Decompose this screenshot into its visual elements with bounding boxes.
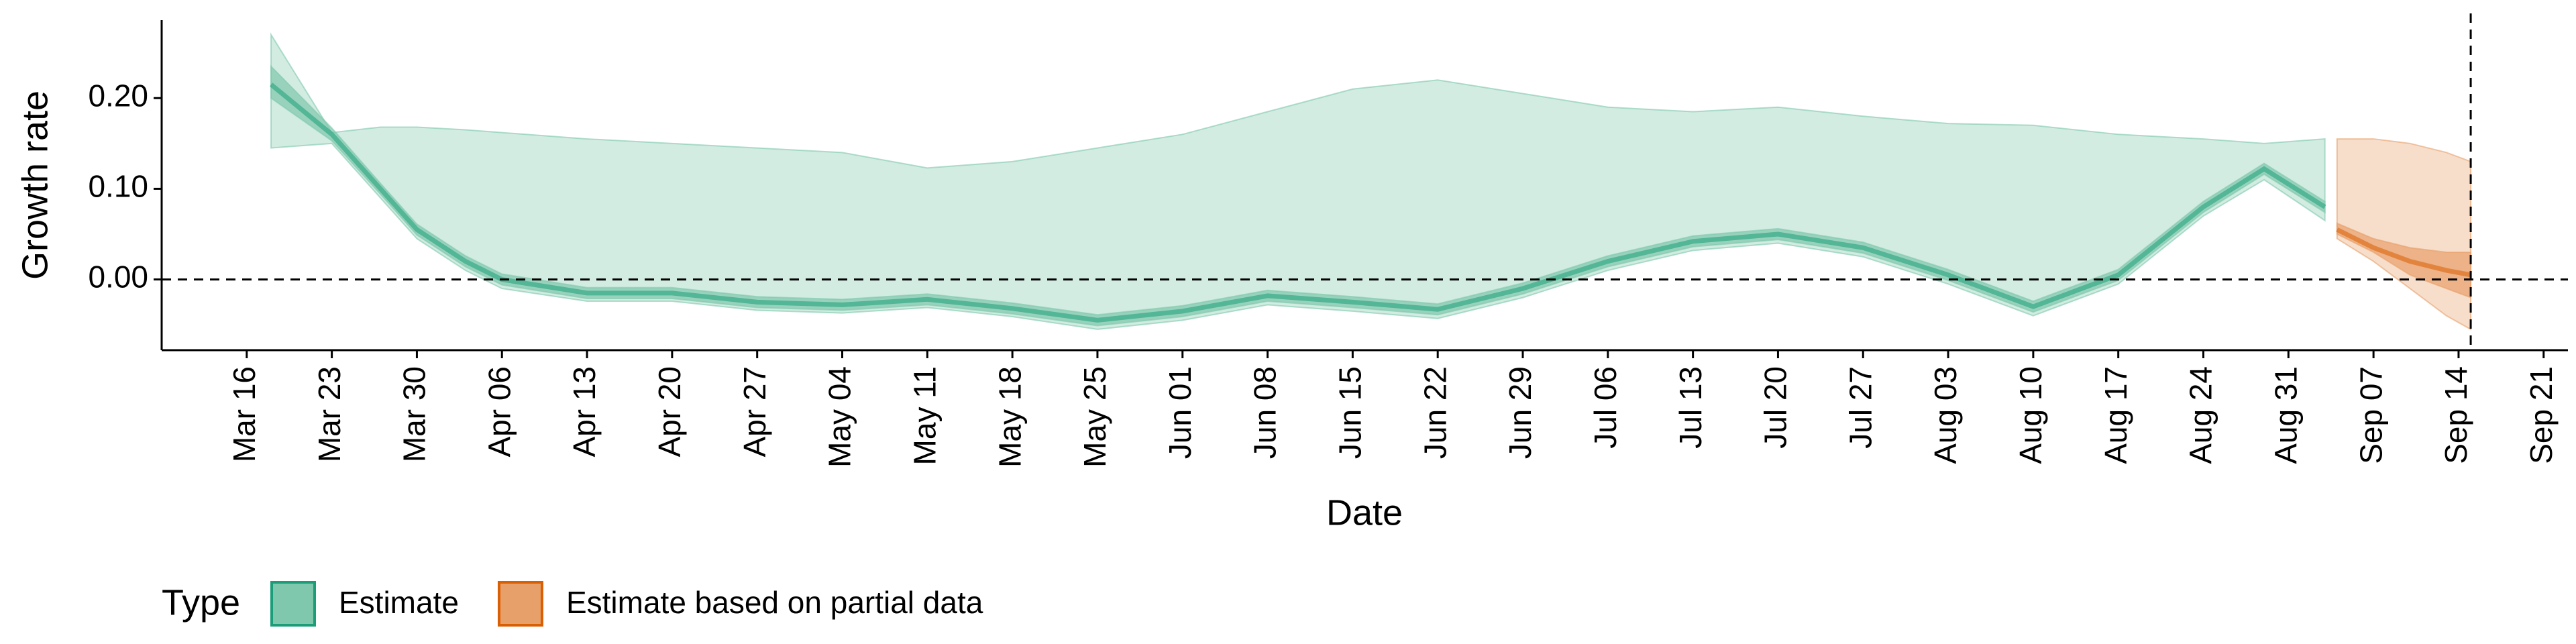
x-tick-label: Jul 27 — [1843, 366, 1878, 449]
x-tick-label: Aug 31 — [2268, 366, 2303, 464]
legend-key — [270, 581, 316, 627]
x-tick-label: Sep 14 — [2438, 366, 2473, 464]
x-tick-label: Sep 21 — [2524, 366, 2559, 464]
legend-label: Estimate — [339, 585, 459, 620]
x-tick-label: Jun 15 — [1333, 366, 1368, 459]
y-axis-title: Growth rate — [15, 91, 55, 280]
x-tick-label: Sep 07 — [2353, 366, 2388, 464]
x-tick-label: Jun 29 — [1503, 366, 1538, 459]
band-90 — [270, 32, 2326, 330]
x-tick-label: Jun 22 — [1417, 366, 1452, 459]
x-tick-label: May 18 — [992, 366, 1027, 468]
x-tick-label: Aug 17 — [2098, 366, 2133, 464]
y-tick-label: 0.00 — [88, 260, 148, 294]
x-axis-title: Date — [1326, 492, 1403, 533]
x-tick-label: Apr 27 — [737, 366, 772, 458]
x-tick-label: Jun 08 — [1248, 366, 1283, 459]
x-tick-label: Apr 13 — [567, 366, 602, 458]
x-tick-label: Mar 30 — [397, 366, 432, 462]
x-tick-label: Mar 16 — [227, 366, 262, 462]
x-tick-label: Mar 23 — [312, 366, 347, 462]
x-tick-label: Jul 06 — [1588, 366, 1623, 449]
median-line — [269, 83, 2326, 323]
legend-key — [497, 581, 543, 627]
x-tick-label: May 25 — [1077, 366, 1112, 468]
y-tick-label: 0.20 — [88, 78, 148, 113]
x-tick-label: Apr 06 — [482, 366, 517, 458]
x-tick-label: Aug 10 — [2013, 366, 2048, 464]
x-tick-label: Apr 20 — [652, 366, 687, 458]
y-tick-label: 0.10 — [88, 169, 148, 204]
x-tick-label: May 04 — [822, 366, 857, 468]
legend-title: Type — [162, 582, 240, 623]
x-tick-label: Aug 24 — [2184, 366, 2218, 464]
median-line — [2336, 227, 2471, 278]
x-tick-label: May 11 — [907, 366, 942, 465]
x-tick-label: Jul 20 — [1758, 366, 1793, 449]
x-tick-label: Jul 13 — [1673, 366, 1708, 449]
x-tick-label: Jun 01 — [1163, 366, 1197, 459]
x-tick-label: Aug 03 — [1928, 366, 1963, 464]
legend-label: Estimate based on partial data — [566, 585, 983, 620]
band-50 — [270, 64, 2326, 327]
